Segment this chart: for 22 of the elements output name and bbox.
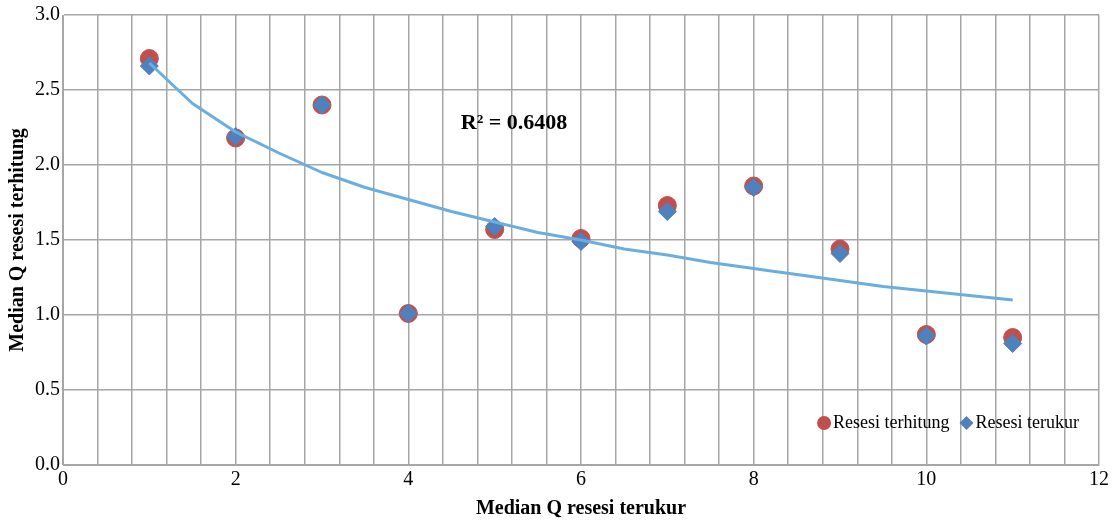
y-tick-label: 0.5 bbox=[35, 377, 60, 400]
x-tick-label: 2 bbox=[230, 467, 241, 490]
x-tick-label: 6 bbox=[576, 467, 586, 490]
point bbox=[657, 202, 677, 221]
annotation: R² = 0.6408 bbox=[460, 108, 568, 134]
y-tick-label: 2.0 bbox=[35, 152, 60, 175]
y-tick-label: 0.0 bbox=[35, 452, 60, 475]
y-axis-title: Median Q resesi terhitung bbox=[5, 128, 29, 352]
x-tick-label: 12 bbox=[1089, 467, 1109, 490]
y-tick-label: 3.0 bbox=[35, 2, 60, 25]
x-tick-label: 0 bbox=[58, 467, 68, 490]
legend-label: Resesi terukur bbox=[975, 411, 1080, 432]
point bbox=[830, 244, 850, 263]
legend-label: Resesi terhitung bbox=[833, 411, 950, 432]
y-tick-label: 1.0 bbox=[35, 302, 60, 325]
x-tick-label: 10 bbox=[916, 467, 937, 490]
x-tick-label: 4 bbox=[403, 467, 414, 490]
x-axis-title: Median Q resesi terukur bbox=[475, 496, 687, 519]
y-tick-label: 1.5 bbox=[35, 227, 60, 250]
y-tick-label: 2.5 bbox=[35, 77, 60, 100]
x-tick-label: 8 bbox=[748, 467, 759, 490]
point bbox=[1003, 334, 1023, 353]
